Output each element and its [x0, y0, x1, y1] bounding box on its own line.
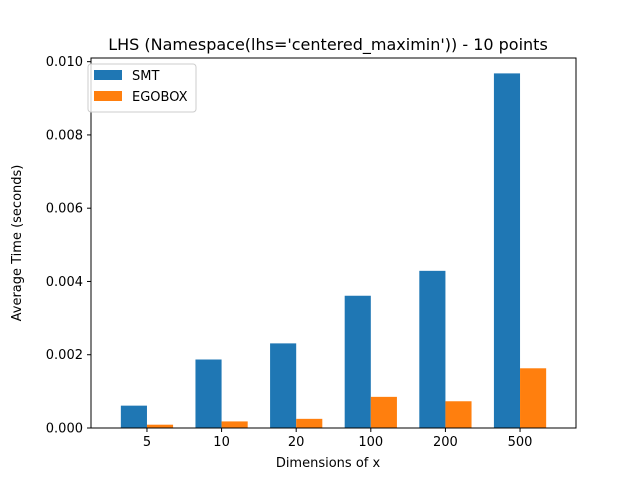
y-tick-label-0.010: 0.010	[46, 55, 83, 70]
x-axis-label: Dimensions of x	[276, 456, 381, 471]
y-tick-label-0.008: 0.008	[46, 128, 83, 143]
legend-swatch-smt	[94, 70, 122, 80]
bar-smt-20	[270, 343, 297, 428]
bar-smt-200	[419, 270, 446, 428]
x-tick-label-20: 20	[288, 435, 305, 450]
bar-egobox-20	[296, 418, 323, 428]
y-tick-label-0.004: 0.004	[46, 275, 83, 290]
bar-smt-10	[195, 359, 222, 428]
y-tick-label-0.006: 0.006	[46, 202, 83, 217]
bars-layer	[120, 73, 547, 428]
bar-smt-100	[344, 295, 371, 428]
legend-label-smt: SMT	[132, 69, 159, 84]
y-tick-label-0.002: 0.002	[46, 348, 83, 363]
x-tick-label-100: 100	[358, 435, 383, 450]
legend-swatch-egobox	[94, 91, 122, 101]
x-axis-ticks: 5 10 20 100 200 500	[143, 428, 533, 450]
x-tick-label-200: 200	[433, 435, 458, 450]
bar-egobox-500	[520, 368, 547, 428]
x-tick-label-10: 10	[213, 435, 230, 450]
chart-title: LHS (Namespace(lhs='centered_maximin')) …	[108, 35, 548, 55]
bar-egobox-5	[146, 424, 174, 428]
bar-egobox-10	[221, 421, 248, 428]
legend: SMT EGOBOX	[87, 63, 197, 113]
bar-smt-5	[120, 405, 147, 428]
plot-frame	[90, 57, 577, 429]
x-tick-label-500: 500	[508, 435, 533, 450]
y-tick-label-0.000: 0.000	[46, 422, 83, 437]
y-axis-ticks: 0.000 0.002 0.004 0.006 0.008 0.010	[46, 55, 91, 437]
bar-smt-500	[493, 73, 521, 428]
legend-label-egobox: EGOBOX	[132, 90, 188, 105]
bar-egobox-100	[370, 396, 397, 428]
bar-egobox-200	[445, 401, 472, 428]
y-axis-label: Average Time (seconds)	[10, 165, 25, 322]
x-tick-label-5: 5	[143, 435, 151, 450]
